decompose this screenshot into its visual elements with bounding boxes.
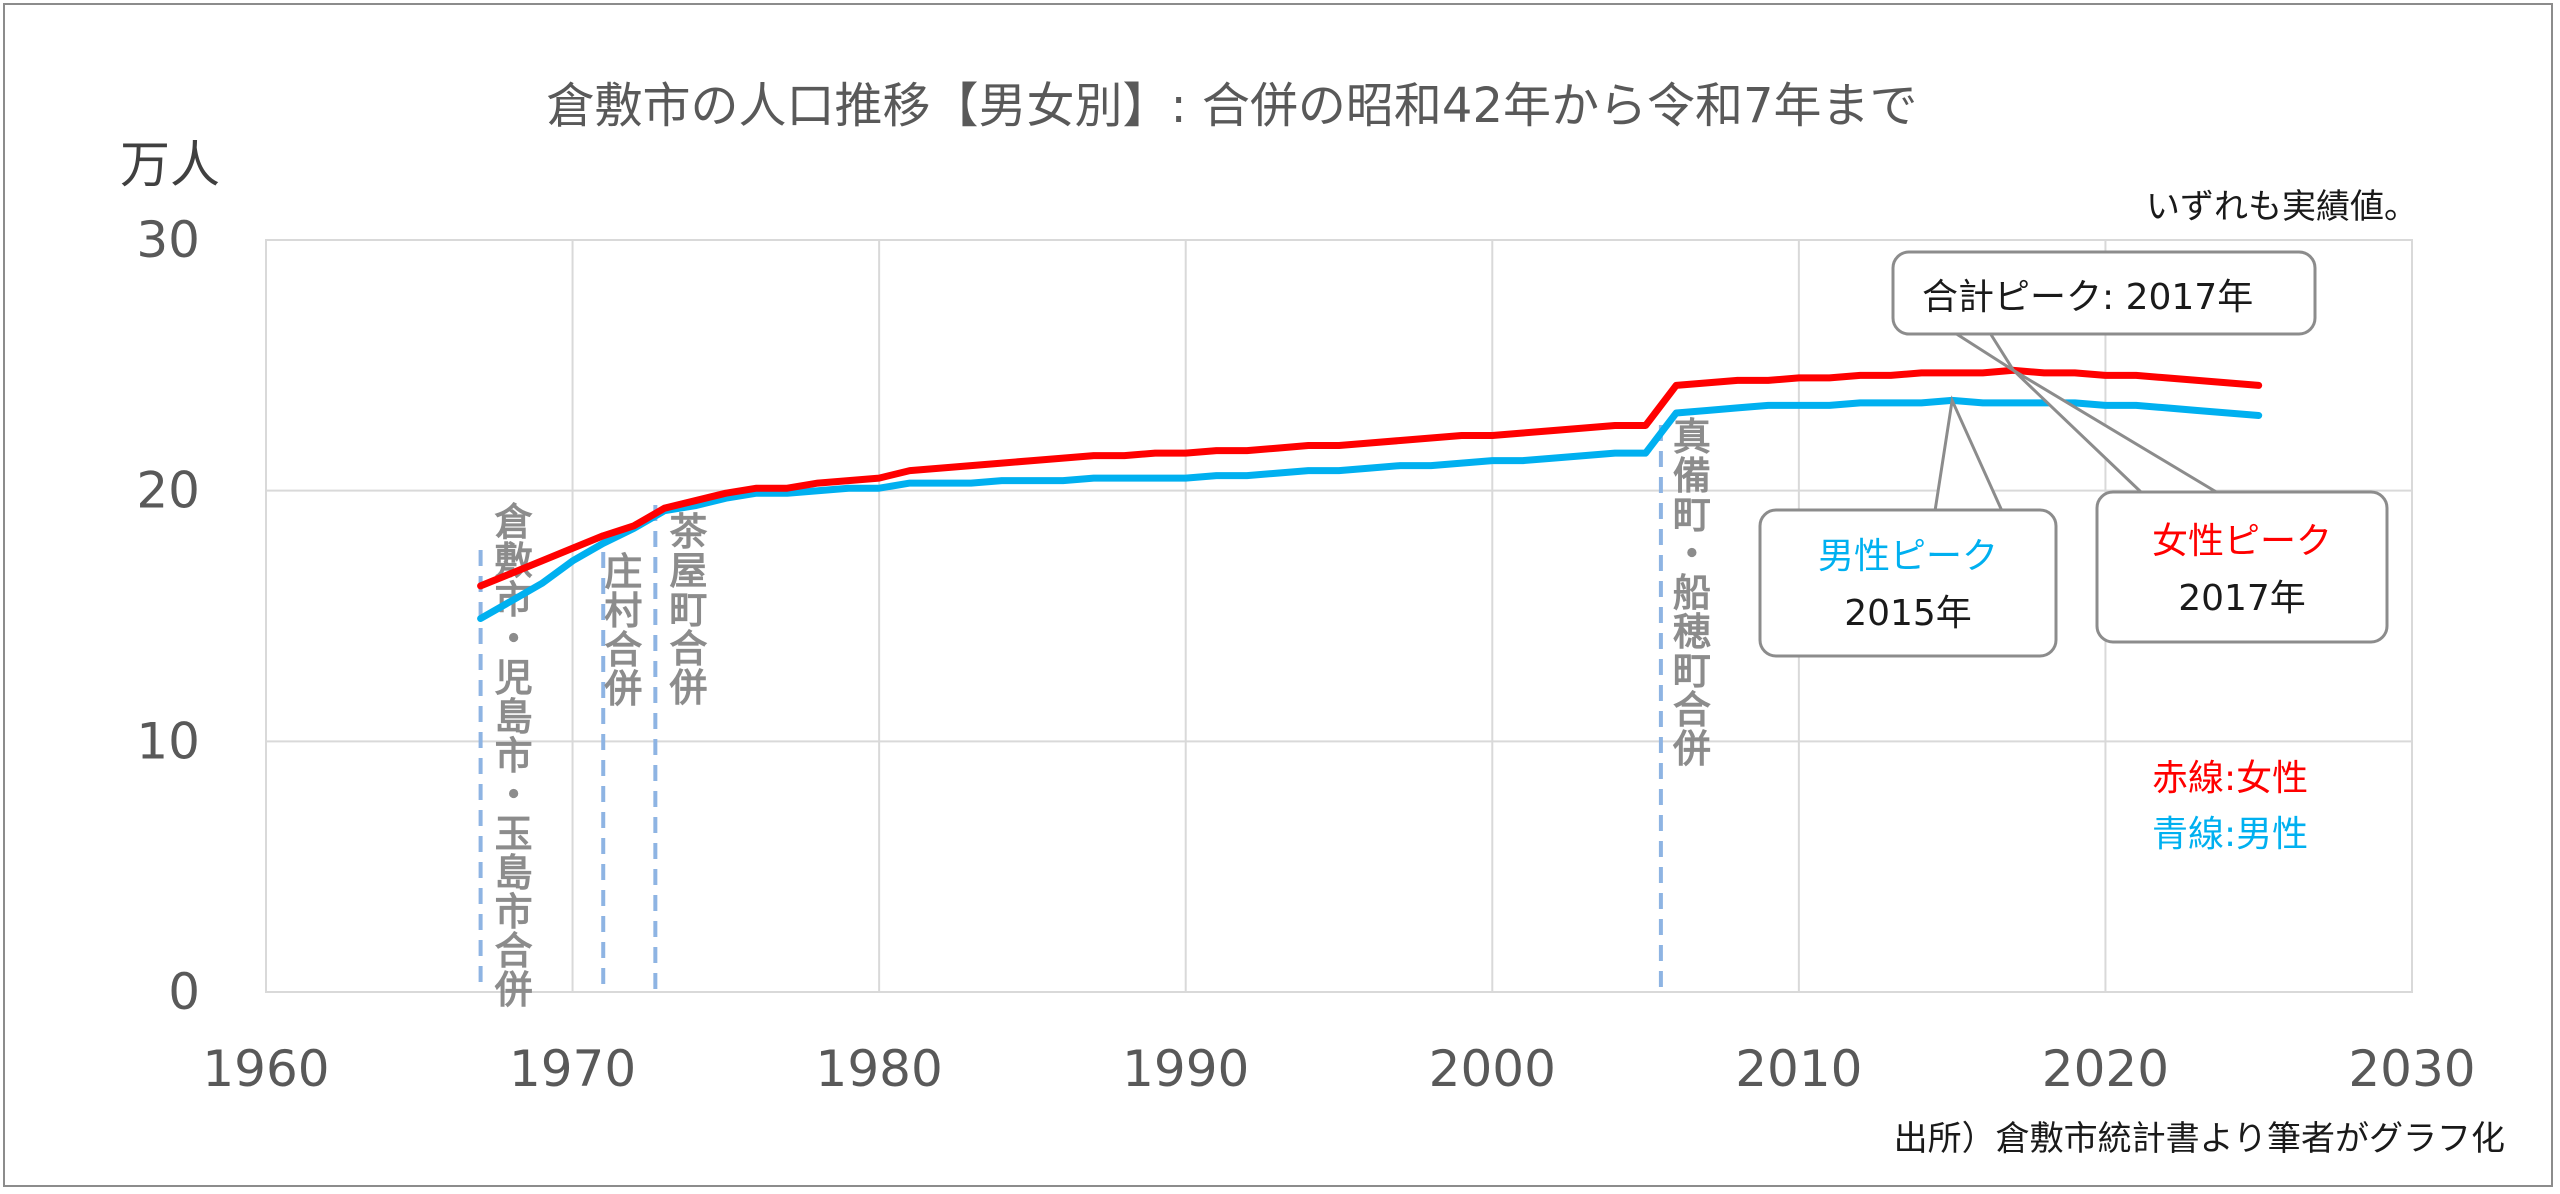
total-peak-pointer bbox=[1954, 331, 2015, 372]
x-tick-label: 1980 bbox=[816, 1040, 943, 1098]
merger-label: 真備町・船穂町合併 bbox=[1672, 415, 1711, 771]
y-tick-label: 20 bbox=[136, 462, 200, 520]
total-peak-text: 合計ピーク: 2017年 bbox=[1922, 277, 2253, 318]
x-tick-label: 1970 bbox=[509, 1040, 636, 1098]
chart-title: 倉敷市の人口推移【男女別】: 合併の昭和42年から令和7年まで bbox=[546, 78, 1917, 134]
x-tick-label: 1960 bbox=[202, 1040, 329, 1098]
male-peak-year: 2015年 bbox=[1844, 593, 1972, 634]
chart-frame bbox=[3, 3, 2553, 1187]
merger-label: 庄村合併 bbox=[603, 550, 642, 711]
y-tick-label: 30 bbox=[136, 211, 200, 269]
x-tick-label: 2000 bbox=[1429, 1040, 1556, 1098]
legend: 赤線:女性 青線:男性 bbox=[2152, 758, 2308, 855]
series-line-0 bbox=[477, 366, 2263, 590]
legend-female: 赤線:女性 bbox=[2152, 758, 2308, 799]
female-peak-pointer bbox=[2012, 369, 2219, 495]
male-peak-box bbox=[1758, 508, 2058, 658]
series-line-1 bbox=[477, 396, 2263, 622]
female-peak-box bbox=[2095, 490, 2389, 644]
female-peak-year: 2017年 bbox=[2178, 578, 2306, 619]
source-text: 出所）倉敷市統計書より筆者がグラフ化 bbox=[1894, 1119, 2505, 1159]
legend-male: 青線:男性 bbox=[2152, 814, 2308, 855]
y-axis-unit: 万人 bbox=[120, 136, 220, 194]
merger-label: 倉敷市・児島市・玉島市合併 bbox=[494, 500, 534, 1012]
y-tick-label: 0 bbox=[168, 963, 200, 1021]
x-axis: 1960 1970 1980 1990 2000 2010 2020 2030 bbox=[202, 1040, 2475, 1098]
y-axis: 0 10 20 30 bbox=[136, 211, 200, 1021]
male-peak-pointer bbox=[1933, 395, 2004, 512]
total-peak-box bbox=[1891, 250, 2317, 336]
y-tick-label: 10 bbox=[136, 712, 200, 770]
plot-area bbox=[265, 239, 2413, 993]
x-tick-label: 2020 bbox=[2042, 1040, 2169, 1098]
x-tick-label: 2010 bbox=[1735, 1040, 1862, 1098]
grid bbox=[265, 239, 2413, 993]
merger-label: 茶屋町合併 bbox=[668, 510, 708, 710]
series-lines bbox=[477, 366, 2263, 622]
x-tick-label: 1990 bbox=[1122, 1040, 1249, 1098]
x-tick-label: 2030 bbox=[2348, 1040, 2475, 1098]
male-peak-label: 男性ピーク bbox=[1818, 536, 1998, 577]
female-peak-label: 女性ピーク bbox=[2152, 521, 2332, 562]
note-text: いずれも実績値。 bbox=[2146, 187, 2418, 227]
